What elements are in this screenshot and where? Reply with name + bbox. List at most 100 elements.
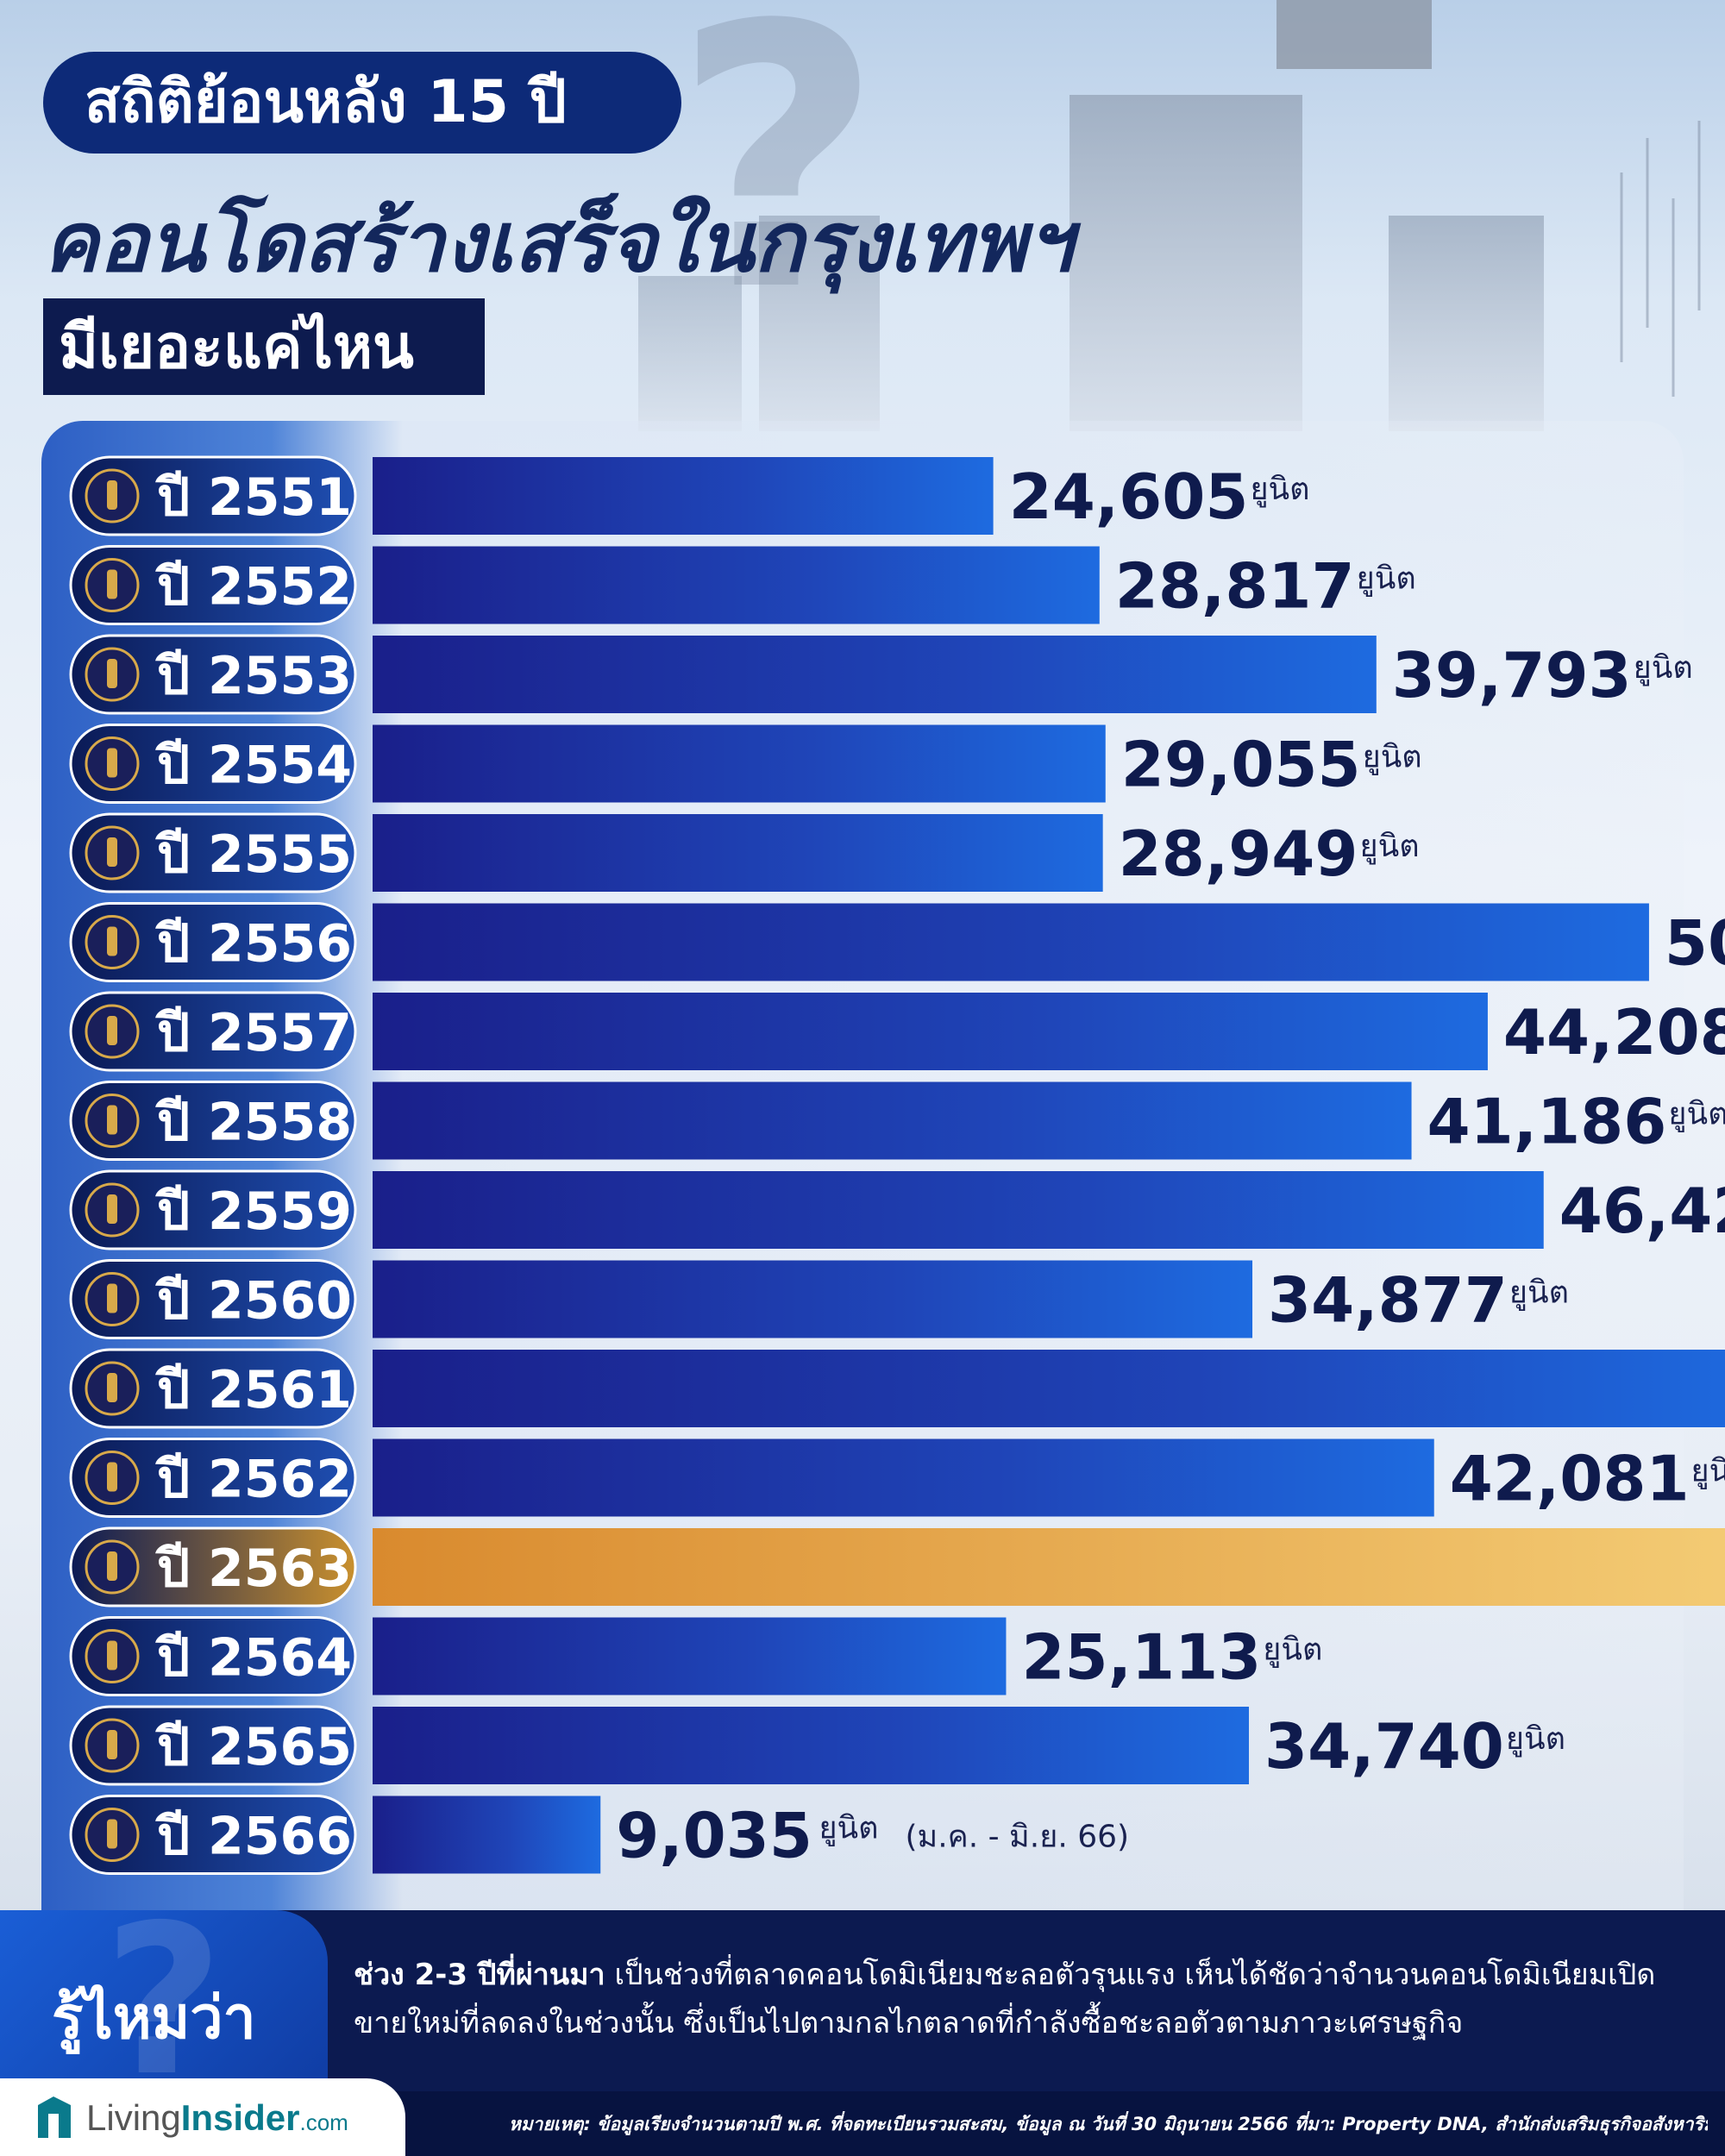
data-label: 24,605 [1009, 461, 1249, 533]
bar [373, 1617, 1007, 1695]
year-pill [69, 1795, 357, 1875]
brand-logo-text: LivingInsider.com [86, 2097, 348, 2139]
bar [373, 1438, 1434, 1517]
bar [373, 1528, 1725, 1606]
tick-label: ปี 2566 [154, 1807, 352, 1867]
year-pill [69, 1348, 357, 1429]
unit-label: ยูนิต [1250, 472, 1309, 508]
data-label: 25,113 [1021, 1621, 1261, 1694]
brand-living: Living [86, 2097, 181, 2138]
year-pill [69, 1526, 357, 1608]
bar [373, 724, 1106, 803]
year-pill [69, 1259, 357, 1339]
building-icon [107, 480, 117, 510]
building-icon [107, 748, 117, 778]
unit-label: ยูนิต [1363, 740, 1422, 776]
data-label: 29,055 [1121, 729, 1361, 801]
bar [373, 1707, 1250, 1784]
tick-label: ปี 2556 [154, 914, 352, 975]
building-icon [107, 1730, 117, 1759]
bar [373, 814, 1103, 892]
unit-label: ยูนิต [819, 1811, 878, 1847]
tick-label: ปี 2555 [154, 824, 352, 885]
tick-label: ปี 2553 [154, 646, 352, 706]
building-icon [107, 1640, 117, 1670]
building-icon [107, 659, 117, 688]
building-icon [107, 926, 117, 956]
tick-label: ปี 2561 [154, 1360, 352, 1420]
tick-label: ปี 2559 [154, 1181, 352, 1242]
bar [373, 1171, 1544, 1249]
tick-label: ปี 2552 [154, 557, 352, 617]
building-icon [107, 1016, 117, 1045]
tick-label: ปี 2564 [154, 1628, 352, 1689]
year-pill [69, 455, 357, 536]
bar [373, 1350, 1725, 1427]
unit-label: ยูนิต [1359, 829, 1419, 865]
data-label: 42,081 [1450, 1443, 1690, 1515]
page-title: คอนโดสร้างเสร็จในกรุงเทพฯ [43, 194, 1073, 291]
building-icon [107, 1283, 117, 1313]
data-label: 28,949 [1119, 818, 1358, 890]
year-pill [69, 1616, 357, 1696]
year-pill [69, 1169, 357, 1250]
unit-label: ยูนิต [1506, 1721, 1565, 1758]
building-icon [107, 1551, 117, 1581]
bar [373, 1081, 1412, 1160]
building-icon [107, 837, 117, 867]
know-label: รู้ไหมว่า [52, 1984, 256, 2053]
data-label: 46,424 [1559, 1175, 1725, 1247]
partial-year-note: (ม.ค. - มิ.ย. 66) [905, 1820, 1129, 1855]
brand-logo-icon [38, 2096, 71, 2138]
svg-text:?: ? [673, 0, 883, 371]
data-label: 44,208 [1503, 996, 1725, 1069]
building-icon [107, 1373, 117, 1402]
building-icon [107, 1194, 117, 1224]
data-label: 34,740 [1264, 1710, 1504, 1783]
question-mark-icon: ? [104, 1880, 224, 2122]
unit-label: ยูนิต [1691, 1454, 1725, 1490]
bar [373, 1796, 601, 1874]
bar [373, 546, 1100, 624]
title-pill: สถิติย้อนหลัง 15 ปี [43, 52, 681, 154]
data-label: 9,035 [616, 1800, 812, 1872]
unit-label: ยูนิต [1509, 1275, 1569, 1312]
footnote: หมายเหตุ: ข้อมูลเรียงจำนวนตามปี พ.ศ. ที่… [509, 2114, 1708, 2134]
data-label: 41,186 [1427, 1086, 1667, 1158]
bar [373, 457, 994, 535]
tick-label: ปี 2554 [154, 736, 352, 796]
tick-label: ปี 2551 [154, 467, 352, 528]
tick-label: ปี 2557 [154, 1003, 352, 1063]
bar [373, 903, 1649, 981]
unit-label: ยูนิต [1668, 1097, 1725, 1133]
unit-label: ยูนิต [1357, 561, 1416, 598]
year-pill [69, 812, 357, 893]
year-pill [69, 634, 357, 715]
tick-label: ปี 2563 [154, 1539, 352, 1599]
building-icon [107, 1105, 117, 1135]
title-subheading: มีเยอะแค่ไหน [43, 298, 485, 395]
tick-label: ปี 2558 [154, 1093, 352, 1153]
bar [373, 1260, 1253, 1338]
brand-insider: Insider [180, 2097, 300, 2138]
tick-label: ปี 2565 [154, 1717, 352, 1777]
brand-domain: .com [299, 2109, 348, 2135]
year-pill [69, 724, 357, 804]
bar [373, 636, 1377, 713]
data-label: 34,877 [1268, 1264, 1508, 1337]
data-label: 50,602 [1665, 907, 1725, 980]
year-pill [69, 1081, 357, 1161]
know-body-text: เป็นช่วงที่ตลาดคอนโดมิเนียมชะลอตัวรุนแรง… [354, 1958, 1656, 2040]
building-icon [107, 1819, 117, 1849]
bar [373, 993, 1488, 1070]
year-pill [69, 545, 357, 625]
know-text: ช่วง 2-3 ปีที่ผ่านมา เป็นช่วงที่ตลาดคอนโ… [354, 1951, 1699, 2047]
building-icon [107, 569, 117, 599]
year-pill [69, 1705, 357, 1786]
tick-label: ปี 2562 [154, 1450, 352, 1510]
know-bold-text: ช่วง 2-3 ปีที่ผ่านมา [354, 1958, 605, 1992]
tick-label: ปี 2560 [154, 1271, 352, 1332]
bar-chart: ปี 2551 24,605 ยูนิตปี 2552 28,817 ยูนิตปี 2… [69, 455, 1725, 1875]
year-pill [69, 991, 357, 1072]
